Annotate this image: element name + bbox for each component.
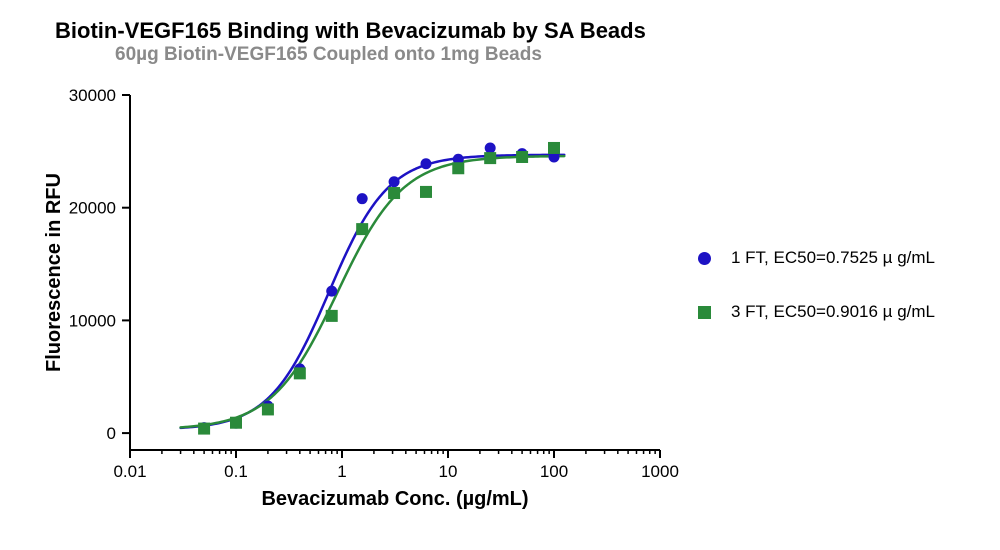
titles: Biotin-VEGF165 Binding with Bevacizumab … <box>55 18 646 66</box>
legend-item-3ft: 3 FT, EC50=0.9016 µ g/mL <box>695 302 935 322</box>
svg-text:0: 0 <box>107 424 116 443</box>
svg-text:1: 1 <box>337 462 346 481</box>
square-marker-icon <box>695 303 713 321</box>
svg-text:10: 10 <box>439 462 458 481</box>
chart-subtitle: 60µg Biotin-VEGF165 Coupled onto 1mg Bea… <box>115 44 646 66</box>
svg-text:Bevacizumab Conc. (µg/mL): Bevacizumab Conc. (µg/mL) <box>261 488 528 510</box>
chart-title: Biotin-VEGF165 Binding with Bevacizumab … <box>55 18 646 44</box>
svg-text:0.1: 0.1 <box>224 462 248 481</box>
chart-svg: 0.01 0.1 1 10 100 1000 Bevacizumab Conc. (µg/m… <box>40 80 680 520</box>
legend-label-1ft: 1 FT, EC50=0.7525 µ g/mL <box>731 248 935 268</box>
svg-text:30000: 30000 <box>69 86 116 105</box>
svg-text:Fluorescence in RFU: Fluorescence in RFU <box>43 173 65 372</box>
legend-item-1ft: 1 FT, EC50=0.7525 µ g/mL <box>695 248 935 268</box>
legend: 1 FT, EC50=0.7525 µ g/mL 3 FT, EC50=0.90… <box>695 248 935 356</box>
circle-marker-icon <box>695 249 713 267</box>
svg-text:20000: 20000 <box>69 199 116 218</box>
svg-text:10000: 10000 <box>69 311 116 330</box>
legend-label-3ft: 3 FT, EC50=0.9016 µ g/mL <box>731 302 935 322</box>
svg-text:100: 100 <box>540 462 568 481</box>
svg-text:1000: 1000 <box>641 462 679 481</box>
chart-area: 0.01 0.1 1 10 100 1000 Bevacizumab Conc. (µg/m… <box>40 80 680 525</box>
svg-text:0.01: 0.01 <box>113 462 146 481</box>
